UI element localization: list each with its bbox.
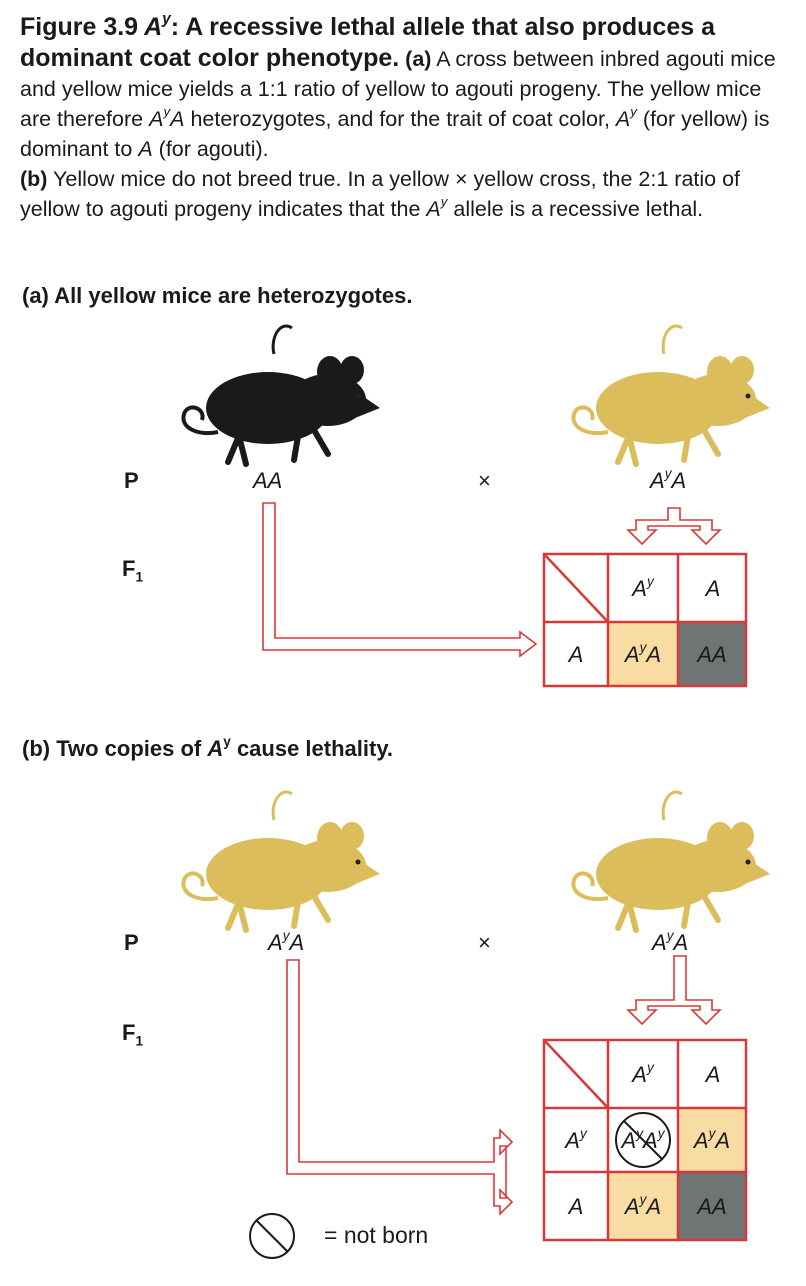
- punnett-b-row-header: Ay: [565, 1125, 587, 1153]
- part-a-text: A cross between inbred agouti mice and y…: [20, 47, 776, 161]
- split-arrow-b: [626, 955, 722, 1026]
- yellow-mouse-icon: [573, 326, 770, 464]
- panel-b-title: (b) Two copies of Ay cause lethality.: [22, 733, 394, 761]
- figure-caption: Figure 3.9 Ay: A recessive lethal allele…: [20, 10, 795, 224]
- cross-symbol: ×: [478, 468, 491, 493]
- f1-label: F1: [122, 1020, 144, 1049]
- punnett-a-cell: AyA: [624, 639, 662, 667]
- yellow-mouse-icon: [573, 792, 770, 930]
- f1-label: F1: [122, 556, 144, 585]
- punnett-a-col-header: A: [705, 576, 721, 601]
- yellow-mouse-icon: [183, 792, 380, 930]
- punnett-a-row-header: A: [568, 642, 584, 667]
- part-b-label: (b): [20, 167, 48, 191]
- part-a-label: (a): [405, 47, 432, 71]
- p-label: P: [124, 930, 139, 955]
- punnett-b-col-header: A: [705, 1062, 721, 1087]
- punnett-b-cell-lethal: AyAy: [621, 1125, 665, 1153]
- legend-not-born: = not born: [324, 1222, 429, 1248]
- punnett-b-cell: AA: [697, 1194, 727, 1219]
- parent1-genotype: AA: [253, 468, 283, 493]
- gamete-arrow-a: [262, 502, 538, 658]
- parent2-genotype: AyA: [650, 465, 687, 493]
- punnett-square-b: [542, 1038, 748, 1242]
- punnett-b-row-header: A: [568, 1194, 584, 1219]
- punnett-square-a: [542, 552, 748, 688]
- cross-symbol: ×: [478, 930, 491, 955]
- gamete-arrow-b: [286, 959, 514, 1216]
- punnett-b-cell: AyA: [624, 1191, 662, 1219]
- parent1-genotype: AyA: [268, 927, 305, 955]
- parent2-genotype: AyA: [652, 927, 689, 955]
- punnett-b-cell: AyA: [693, 1125, 731, 1153]
- punnett-a-col-header: Ay: [632, 573, 654, 601]
- figure-label: Figure 3.9: [20, 13, 139, 41]
- punnett-a-cell: AA: [697, 642, 727, 667]
- p-label: P: [124, 468, 139, 493]
- panel-a-title: (a) All yellow mice are heterozygotes.: [22, 283, 413, 308]
- caption-allele: Ay: [144, 10, 171, 41]
- punnett-b-col-header: Ay: [632, 1059, 654, 1087]
- split-arrow-a: [626, 507, 722, 546]
- not-born-legend-icon: [249, 1213, 295, 1259]
- caption-title: : A recessive lethal allele that also pr…: [20, 13, 715, 72]
- agouti-mouse-icon: [183, 326, 380, 464]
- not-born-icon: [615, 1112, 671, 1168]
- part-b-text: Yellow mice do not breed true. In a yell…: [20, 167, 741, 221]
